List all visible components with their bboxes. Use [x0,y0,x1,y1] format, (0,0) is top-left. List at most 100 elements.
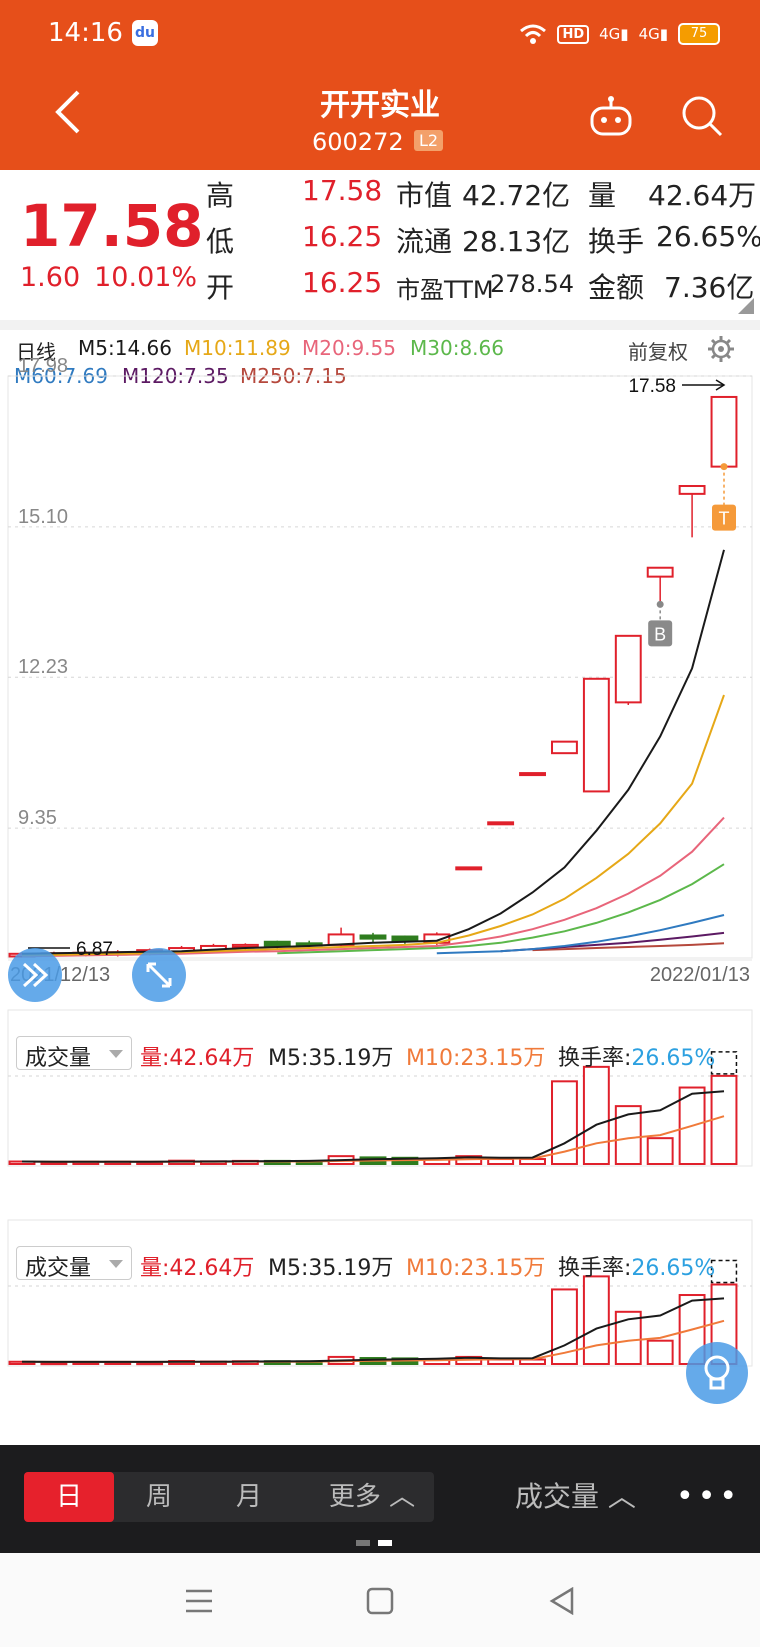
sell-marker-dot [720,463,728,471]
turnover-value: 26.65% [656,220,760,253]
tips-bulb-button[interactable] [686,1342,748,1404]
buy-marker-badge [648,620,673,647]
amount-label: 金额 [588,271,645,304]
kline-chart[interactable]: 17.9815.1012.239.352021/12/132022/01/131… [0,330,760,1445]
max-price-label: 17.58 [628,376,676,397]
open-value: 16.25 [302,266,383,299]
candle-body [582,677,610,793]
sell-marker-text: T [719,509,730,529]
volume-m10-label-2: M10:23.15万 [406,1256,546,1281]
candle-body [231,943,259,948]
wifi-icon [520,24,547,44]
ma10-line [21,694,725,957]
current-price: 17.58 [20,192,204,260]
collapse-panel-button[interactable] [8,948,62,1002]
status-icons: HD 4G▮ 4G▮ 75 [519,20,720,48]
float-cap-value: 28.13亿 [462,225,571,258]
min-price-label: 6.87 [76,939,113,960]
indicator-selector[interactable]: 成交量 ︿ [515,1480,636,1513]
signal-icon-1: 4G▮ [599,25,629,43]
chevron-up-icon: ︿ [607,1480,636,1513]
volume-m5-line [21,1297,725,1363]
low-label: 低 [206,225,235,258]
candle-body [391,935,419,942]
status-bar: 14:16 du HD 4G▮ 4G▮ 75 [0,0,760,66]
candle-body [455,866,483,871]
ma20-legend: M20:9.55 [302,336,396,360]
level2-badge[interactable]: L2 [414,130,444,151]
lightbulb-icon [704,1355,730,1390]
turnover-label: 换手 [588,225,645,258]
chevron-up-icon: ︿ [389,1482,416,1512]
y-tick-label: 17.98 [18,355,68,377]
fullscreen-button[interactable] [132,948,186,1002]
tab-more[interactable]: 更多 ︿ [328,1482,416,1512]
stock-name: 开开实业 [320,88,440,123]
volume-bar [8,1360,36,1366]
robot-icon[interactable] [588,96,634,138]
adjust-mode-button[interactable]: 前复权 [628,340,688,364]
ma60-line [436,914,725,955]
y-tick-label: 12.23 [18,656,68,678]
change-percent: 10.01% [94,262,198,293]
y-tick-label: 9.35 [18,807,57,829]
ma20-line [21,816,725,958]
menu-icon[interactable] [184,1587,214,1615]
battery-icon: 75 [678,23,720,45]
max-arrowhead [715,379,726,391]
tab-week[interactable]: 周 [145,1482,172,1512]
kline-panel: 日线 M5:14.66 M10:11.89 M20:9.55 M30:8.66 … [0,330,760,1445]
volume-bar [646,1137,674,1165]
tab-day[interactable]: 日 [24,1472,114,1522]
candle-body [710,395,738,468]
more-menu-button[interactable]: ••• [676,1479,742,1514]
volume-bar [646,1339,674,1366]
date-end-label: 2022/01/13 [650,964,750,986]
volume-m5-label-2: M5:35.19万 [268,1256,394,1281]
volume-bar [519,1158,546,1165]
low-value: 16.25 [302,220,383,253]
open-label: 开 [206,271,235,304]
pe-ttm-value: 278.54 [490,270,574,298]
volume-projection-box [710,1051,738,1075]
change-amount: 1.60 [20,262,81,293]
stock-header: 开开实业 600272 L2 [0,66,760,170]
amount-value: 7.36亿 [664,271,755,304]
buy-marker-dot [656,600,664,608]
signal-icon-2: 4G▮ [638,25,668,43]
ma30-line [277,863,725,955]
home-icon[interactable] [366,1587,394,1615]
dropdown-caret-icon [109,1050,123,1058]
section-divider [0,320,760,330]
price-change: 1.60 10.01% [20,262,211,293]
ma30-legend: M30:8.66 [410,336,504,360]
candle-body [551,740,578,755]
volume-bar [582,1275,610,1366]
page-indicator [356,1540,392,1546]
volume-selector-label: 成交量 [25,1046,92,1071]
stock-code: 600272 [312,128,404,156]
volume-bar [582,1065,610,1165]
volume-value-label-2: 量:42.64万 [140,1256,255,1281]
candle-body [263,940,291,947]
volume-bar [614,1310,642,1365]
volume-indicator-selector-2[interactable]: 成交量 [16,1246,132,1281]
back-arrow-icon[interactable] [48,88,88,136]
tab-month[interactable]: 月 [235,1482,262,1512]
double-chevron-icon [22,962,49,988]
expand-corner-icon[interactable] [738,298,754,314]
turnover-rate-label-2: 换手率:26.65% [558,1256,716,1281]
search-icon[interactable] [680,94,724,138]
volume-label: 量 [588,179,617,212]
volume-indicator-selector[interactable]: 成交量 [16,1036,132,1071]
y-tick-label: 15.10 [18,506,68,528]
candle-body [614,634,642,704]
settings-gear-icon[interactable] [706,334,736,364]
sell-marker-badge [712,504,736,531]
turnover-rate-label: 换手率:26.65% [558,1046,716,1071]
back-icon[interactable] [548,1587,576,1615]
candle-body [646,566,674,578]
volume-m5-label: M5:35.19万 [268,1046,394,1071]
volume-value: 42.64万 [648,179,757,212]
volume-bar [710,1074,738,1166]
